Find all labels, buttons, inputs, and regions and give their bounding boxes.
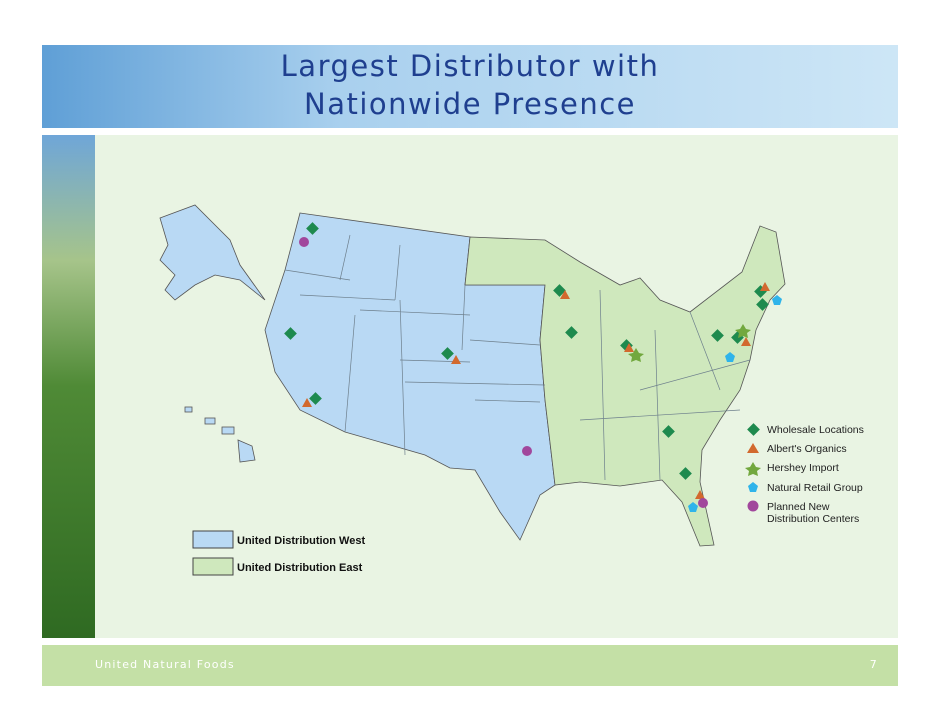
footer-bar: [42, 645, 898, 686]
title-banner: [42, 45, 898, 128]
legend-label: Wholesale Locations: [767, 424, 864, 436]
map: [159, 204, 786, 547]
legend-label: Hershey Import: [767, 462, 839, 474]
legend-label: Distribution Centers: [767, 513, 859, 525]
title-line: Largest Distributor with: [281, 49, 660, 83]
hawaii: [184, 406, 256, 463]
region-label: United Distribution East: [237, 562, 363, 574]
legend-label: Planned New: [767, 501, 830, 513]
title-line: Nationwide Presence: [304, 87, 636, 121]
side-image: [42, 135, 95, 638]
footer-company: United Natural Foods: [95, 658, 235, 671]
region-label: United Distribution West: [237, 535, 365, 547]
state-lines: [284, 234, 751, 481]
alaska: [159, 204, 266, 301]
page-number: 7: [870, 658, 878, 671]
marker-legend: Wholesale Locations Albert's Organics He…: [745, 423, 864, 525]
region-legend: United Distribution West United Distribu…: [192, 530, 365, 576]
legend-label: Albert's Organics: [767, 443, 847, 455]
legend-label: Natural Retail Group: [767, 482, 863, 494]
region-east: [464, 225, 786, 547]
